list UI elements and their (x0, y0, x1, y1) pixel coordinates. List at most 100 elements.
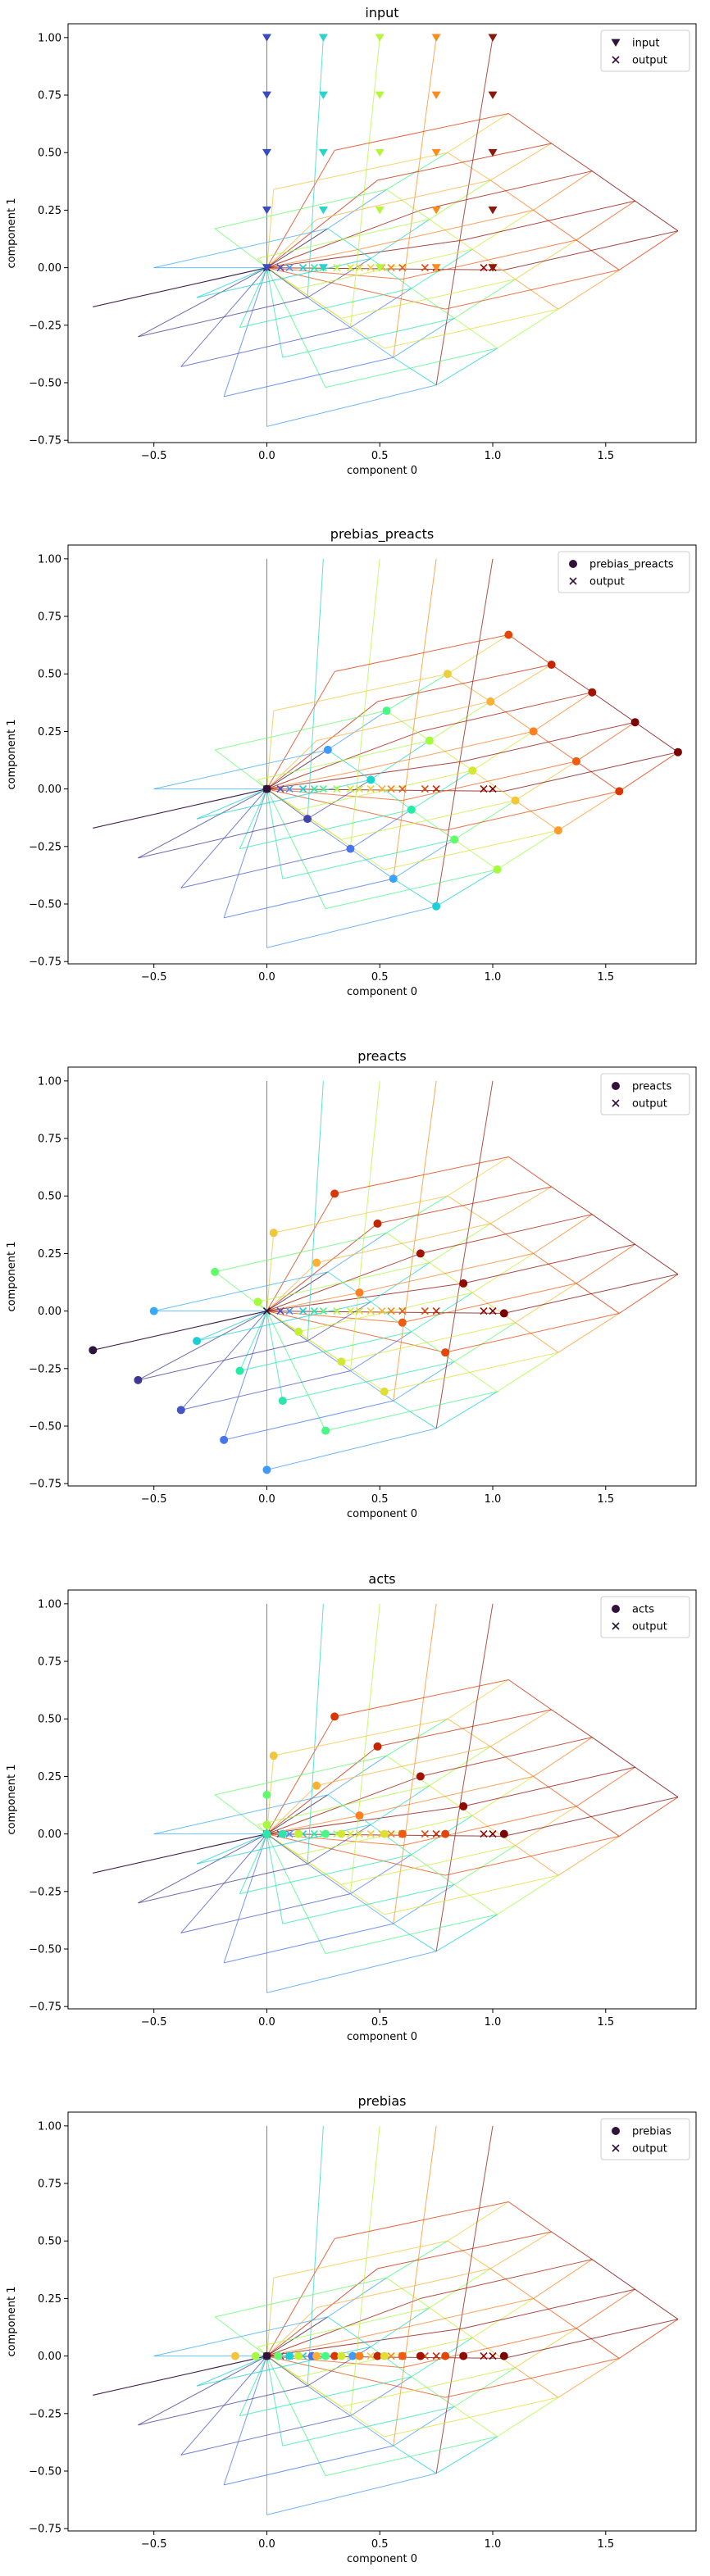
y-tick-label: 0.75 (38, 611, 61, 624)
tracer-line (377, 143, 552, 181)
tracer-line (223, 2356, 267, 2486)
tracer-line (533, 1776, 577, 1807)
tracer-line (435, 558, 494, 906)
tracer-line (533, 170, 593, 211)
tracer-line (273, 152, 448, 190)
tracer-line (307, 1863, 351, 1895)
tracer-line (386, 2277, 430, 2309)
legend: acts output (600, 1596, 690, 1638)
tracer-line (196, 257, 371, 298)
tracer-line (411, 770, 473, 811)
x-tick-label: 0.0 (258, 450, 275, 462)
tracer-line (515, 2367, 559, 2398)
tracer-line (497, 1874, 559, 1915)
tracer-line (489, 701, 534, 732)
tracer-line (370, 1262, 430, 1302)
tracer-line (386, 2240, 448, 2278)
tracer-line (307, 1080, 324, 1342)
tracer-line (411, 809, 455, 840)
tracer-line (447, 1195, 491, 1224)
x-axis-label: component 0 (347, 1508, 417, 1520)
tracer-line (224, 878, 394, 919)
tracer-line (619, 1274, 679, 1314)
prebias-preacts-point (553, 826, 562, 835)
tracer-line (503, 230, 679, 270)
y-axis-label: component 1 (6, 2287, 18, 2357)
panel-prebias: prebias −0.5 0.0 0.5 1.0 1.5 −0.75 −0.50 −0.25 0.… (6, 2093, 697, 2565)
tracer-line (282, 1883, 455, 1924)
tracer-line (196, 2356, 267, 2387)
legend-label: preacts (632, 1081, 672, 1093)
tracer-line (386, 1195, 448, 1233)
legend-box (600, 2118, 690, 2160)
tracer-line (635, 1766, 679, 1798)
chart-title: input (365, 5, 398, 20)
tracer-line (266, 1271, 329, 1312)
tracer-line (558, 1836, 620, 1876)
prebias-point (337, 2351, 346, 2360)
tracer-line (402, 2328, 577, 2369)
tracer-line (435, 2436, 498, 2474)
tracer-line (503, 1797, 679, 1837)
x-tick-label: 0.0 (258, 2538, 275, 2551)
tracer-line (393, 838, 455, 879)
preacts-point (337, 1357, 346, 1366)
x-tick-label: 1.5 (597, 971, 614, 984)
prebias-preacts-point (673, 747, 682, 756)
input-point (262, 148, 271, 157)
output-point (298, 785, 307, 793)
tracer-line (316, 701, 491, 742)
tracer-line (393, 2406, 455, 2447)
tracer-line (453, 1845, 516, 1885)
tracer-line (471, 2337, 516, 2369)
tracer-line (533, 2298, 577, 2329)
input-point (431, 207, 441, 215)
y-tick-label: −0.75 (29, 2524, 61, 2536)
tracer-line (327, 2277, 387, 2318)
tracer-line (266, 1292, 360, 1312)
input-point (488, 91, 498, 99)
axes-frame (67, 2111, 697, 2532)
tracer-line (386, 152, 448, 190)
y-tick-label: 1.00 (38, 2120, 61, 2133)
tracer-line (508, 1156, 552, 1188)
tracer-line (325, 1914, 498, 1955)
output-point (285, 264, 294, 272)
tracer-line (282, 838, 455, 879)
panel-acts: acts −0.5 0.0 0.5 1.0 1.5 −0.75 −0.50 −0.25 0.00 0… (6, 1571, 697, 2043)
x-tick-label: 1.0 (485, 2016, 502, 2029)
tracer-line (429, 1223, 491, 1264)
prebias-point (373, 2351, 382, 2360)
preacts-point (211, 1267, 220, 1276)
tracer-line (325, 348, 498, 388)
output-point (489, 1830, 497, 1838)
tracer-line (576, 2328, 620, 2359)
preacts-point (269, 1229, 278, 1238)
preacts-point (176, 1406, 185, 1415)
prebias-series (230, 2351, 508, 2360)
input-point (375, 91, 385, 99)
tracer-line (393, 1400, 437, 1429)
tracer-line (489, 179, 534, 211)
tracer-line (591, 692, 635, 723)
tracer-line (359, 730, 534, 771)
prebias-point (251, 2351, 260, 2360)
tracer-line (138, 1340, 308, 1381)
tracer-line (257, 1262, 430, 1302)
tracer-line (435, 37, 494, 385)
tracer-line (266, 228, 329, 269)
tracer-line (196, 1311, 267, 1342)
output-point (346, 1307, 354, 1315)
tracer-line (429, 1262, 473, 1293)
output-point (378, 785, 386, 793)
prebias-point (459, 2351, 468, 2360)
tracer-line (266, 1311, 403, 1324)
output-point (387, 1830, 395, 1838)
legend-box (600, 1073, 690, 1115)
prebias-preacts-point (389, 875, 398, 884)
axes-frame (67, 1589, 697, 2010)
y-tick-label: 0.50 (38, 148, 61, 160)
tracer-line (463, 721, 635, 762)
tracer-line (591, 170, 635, 202)
prebias-preacts-point (432, 902, 441, 911)
